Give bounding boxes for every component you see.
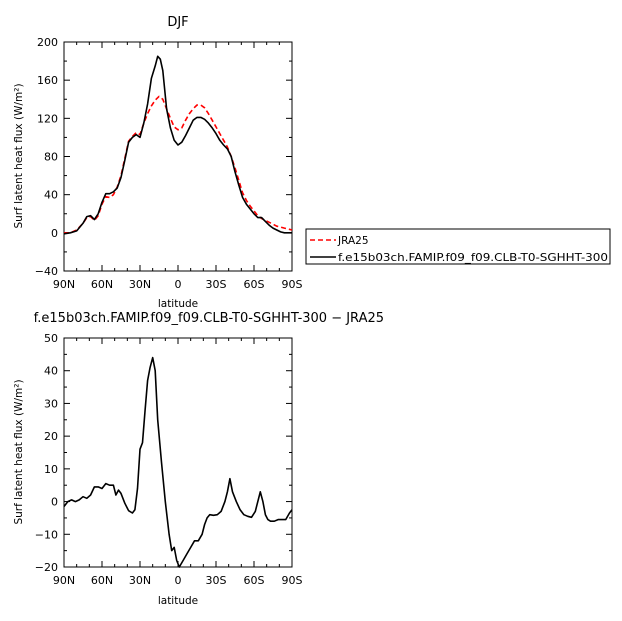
legend-label-model: f.e15b03ch.FAMIP.f09_f09.CLB-T0-SGHHT-30… (338, 252, 608, 264)
y-tick-label: 120 (37, 112, 58, 125)
y-tick-label: 0 (51, 496, 58, 509)
top-ylabel: Surf latent heat flux (W/m²) (13, 83, 25, 228)
legend-label-jra25: JRA25 (337, 235, 369, 247)
y-tick-label: 10 (44, 463, 58, 476)
y-tick-label: 0 (51, 227, 58, 240)
x-tick-label: 90N (53, 574, 75, 587)
bottom-axes: 90N 60N 30N 0 30S 60S 90S −20 −10 0 10 20 30 40 50 (35, 332, 303, 587)
x-tick-label: 60S (244, 574, 265, 587)
x-tick-label: 0 (175, 574, 182, 587)
y-tick-label: 30 (44, 397, 58, 410)
y-tick-label: 50 (44, 332, 58, 345)
legend: JRA25 f.e15b03ch.FAMIP.f09_f09.CLB-T0-SG… (305, 228, 611, 265)
x-tick-label: 30N (129, 574, 151, 587)
x-tick-label: 90N (53, 278, 75, 291)
x-tick-label: 0 (175, 278, 182, 291)
plot-frame (63, 41, 293, 272)
x-tick-label: 60S (244, 278, 265, 291)
plot-frame (63, 337, 293, 568)
series-line-jra25 (64, 95, 293, 234)
y-tick-label: 80 (44, 151, 58, 164)
bottom-chart-title: f.e15b03ch.FAMIP.f09_f09.CLB-T0-SGHHT-30… (34, 311, 384, 326)
bottom-ylabel: Surf latent heat flux (W/m²) (13, 379, 25, 524)
y-tick-label: −10 (35, 528, 58, 541)
x-tick-label: 60N (91, 278, 113, 291)
x-tick-label: 90S (282, 574, 303, 587)
x-tick-label: 30N (129, 278, 151, 291)
series-line-difference (63, 356, 293, 568)
top-xlabel: latitude (158, 298, 198, 310)
bottom-plot-area (63, 356, 293, 568)
bottom-xlabel: latitude (158, 595, 198, 607)
top-panel: DJF Surf latent heat flux (W/m²) latitud… (13, 15, 303, 310)
series-line-f-e15b03ch-famip-f09-f09 (63, 55, 292, 235)
x-tick-label: 60N (91, 574, 113, 587)
y-tick-label: −20 (35, 561, 58, 574)
y-tick-label: 40 (44, 189, 58, 202)
top-plot-area (63, 55, 293, 235)
legend-box (305, 228, 611, 265)
top-chart-title: DJF (167, 15, 188, 30)
x-tick-label: 90S (282, 278, 303, 291)
y-tick-label: −40 (35, 265, 58, 278)
bottom-panel: f.e15b03ch.FAMIP.f09_f09.CLB-T0-SGHHT-30… (13, 311, 384, 607)
x-tick-label: 30S (206, 278, 227, 291)
y-tick-label: 40 (44, 365, 58, 378)
y-tick-label: 200 (37, 36, 58, 49)
top-axes: 90N 60N 30N 0 30S 60S 90S −40 0 40 80 120 160 200 (35, 36, 303, 291)
x-tick-label: 30S (206, 574, 227, 587)
y-tick-label: 20 (44, 430, 58, 443)
y-tick-label: 160 (37, 74, 58, 87)
